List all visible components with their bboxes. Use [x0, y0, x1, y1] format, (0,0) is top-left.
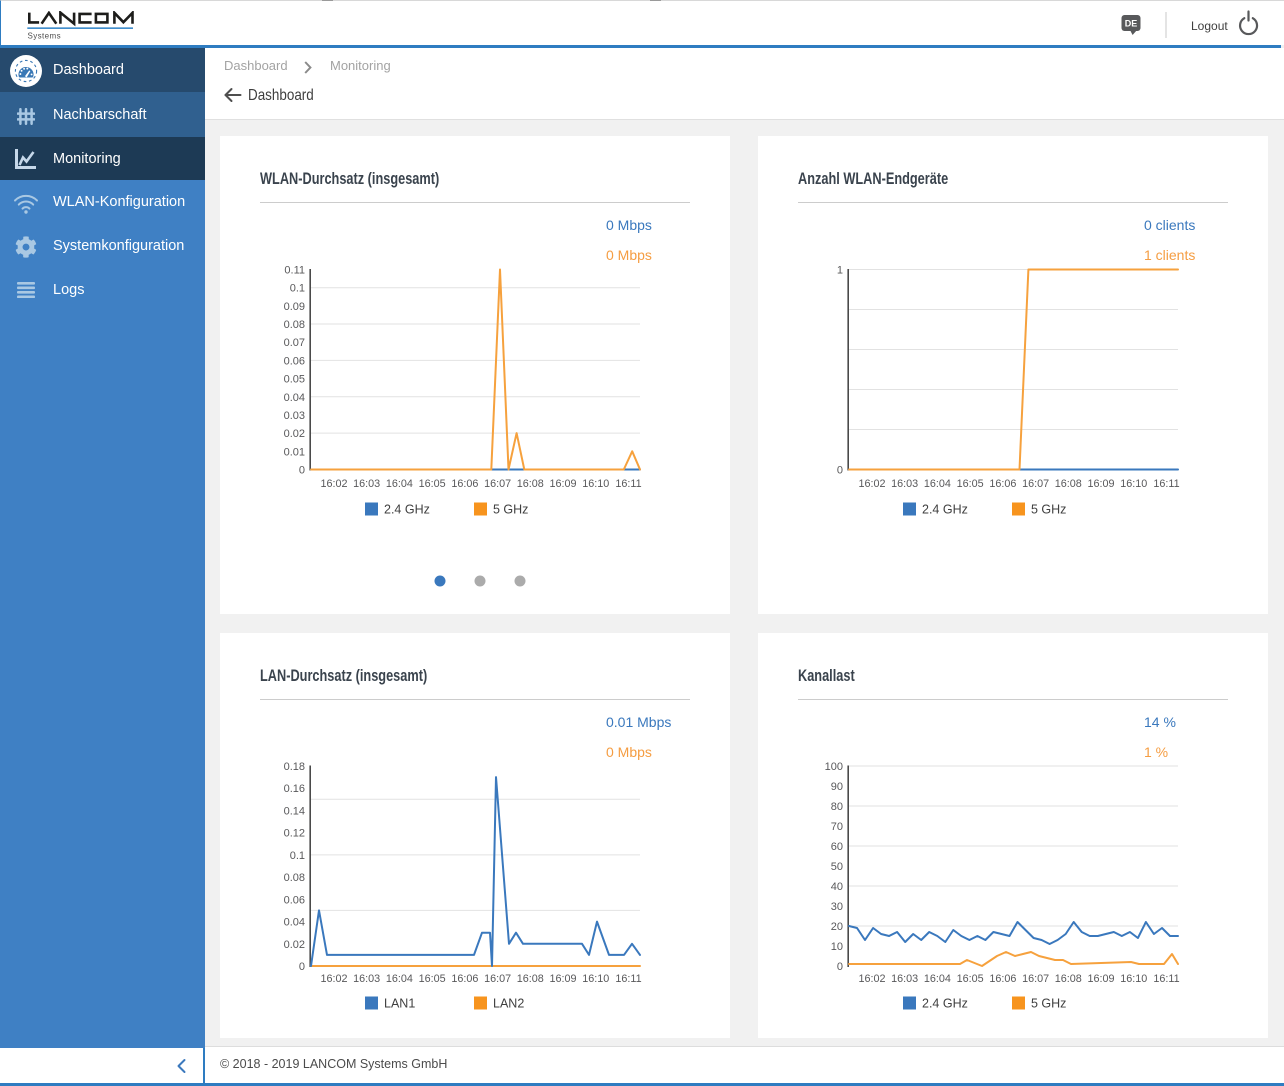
- svg-text:0.05: 0.05: [284, 374, 305, 386]
- svg-text:16:03: 16:03: [891, 973, 918, 985]
- svg-text:16:08: 16:08: [1055, 478, 1082, 490]
- svg-text:16:11: 16:11: [1153, 478, 1179, 490]
- svg-text:0.01: 0.01: [284, 446, 305, 458]
- svg-text:0.1: 0.1: [290, 283, 305, 295]
- svg-text:0.12: 0.12: [284, 828, 305, 840]
- svg-text:0.02: 0.02: [284, 428, 305, 440]
- svg-text:0.08: 0.08: [284, 319, 305, 331]
- svg-text:16:06: 16:06: [451, 973, 478, 985]
- svg-text:10: 10: [831, 941, 843, 953]
- svg-text:16:03: 16:03: [353, 478, 380, 490]
- svg-text:16:02: 16:02: [858, 973, 885, 985]
- svg-text:2.4 GHz: 2.4 GHz: [384, 503, 430, 517]
- svg-text:16:10: 16:10: [582, 973, 609, 985]
- svg-text:DE: DE: [1125, 19, 1138, 29]
- svg-text:16:10: 16:10: [582, 478, 609, 490]
- svg-text:16:09: 16:09: [1087, 973, 1114, 985]
- svg-text:16:05: 16:05: [957, 973, 984, 985]
- svg-text:16:10: 16:10: [1120, 478, 1147, 490]
- svg-text:80: 80: [831, 801, 843, 813]
- svg-text:16:06: 16:06: [989, 478, 1016, 490]
- svg-text:16:02: 16:02: [320, 478, 347, 490]
- svg-text:16:08: 16:08: [517, 478, 544, 490]
- svg-text:0: 0: [299, 465, 305, 477]
- svg-text:0.18: 0.18: [284, 761, 305, 773]
- svg-text:100: 100: [825, 761, 843, 773]
- svg-text:16:10: 16:10: [1120, 973, 1147, 985]
- svg-text:16:11: 16:11: [615, 478, 641, 490]
- svg-text:16:04: 16:04: [386, 478, 413, 490]
- svg-text:0.06: 0.06: [284, 894, 305, 906]
- svg-text:LAN2: LAN2: [493, 997, 524, 1011]
- svg-text:16:05: 16:05: [419, 973, 446, 985]
- svg-text:0.1: 0.1: [290, 850, 305, 862]
- svg-text:90: 90: [831, 781, 843, 793]
- svg-text:16:03: 16:03: [353, 973, 380, 985]
- svg-text:40: 40: [831, 881, 843, 893]
- svg-text:0.02: 0.02: [284, 939, 305, 951]
- svg-text:0.07: 0.07: [284, 337, 305, 349]
- svg-text:16:05: 16:05: [957, 478, 984, 490]
- svg-text:0.09: 0.09: [284, 301, 305, 313]
- svg-text:0.14: 0.14: [284, 805, 305, 817]
- svg-text:16:11: 16:11: [615, 973, 641, 985]
- svg-text:16:11: 16:11: [1153, 973, 1179, 985]
- svg-text:16:03: 16:03: [891, 478, 918, 490]
- svg-text:30: 30: [831, 901, 843, 913]
- svg-text:16:09: 16:09: [1087, 478, 1114, 490]
- svg-text:2.4 GHz: 2.4 GHz: [922, 503, 968, 517]
- svg-text:20: 20: [831, 921, 843, 933]
- svg-text:70: 70: [831, 821, 843, 833]
- svg-text:0: 0: [837, 465, 843, 477]
- svg-text:0.03: 0.03: [284, 410, 305, 422]
- svg-text:50: 50: [831, 861, 843, 873]
- svg-text:0.16: 0.16: [284, 783, 305, 795]
- svg-text:5 GHz: 5 GHz: [1031, 997, 1066, 1011]
- svg-text:2.4 GHz: 2.4 GHz: [922, 997, 968, 1011]
- svg-text:0.04: 0.04: [284, 917, 305, 929]
- svg-text:16:08: 16:08: [517, 973, 544, 985]
- svg-text:16:07: 16:07: [1022, 478, 1049, 490]
- svg-text:16:07: 16:07: [484, 973, 511, 985]
- svg-text:Systems: Systems: [28, 32, 61, 41]
- svg-text:1: 1: [837, 265, 843, 277]
- svg-text:16:08: 16:08: [1055, 973, 1082, 985]
- svg-text:Logout: Logout: [1191, 19, 1228, 33]
- svg-text:0.06: 0.06: [284, 355, 305, 367]
- svg-text:5 GHz: 5 GHz: [1031, 503, 1066, 517]
- svg-text:16:04: 16:04: [386, 973, 413, 985]
- svg-text:0.04: 0.04: [284, 392, 305, 404]
- svg-text:16:05: 16:05: [419, 478, 446, 490]
- svg-text:0: 0: [837, 961, 843, 973]
- svg-text:16:04: 16:04: [924, 478, 951, 490]
- svg-text:5 GHz: 5 GHz: [493, 503, 528, 517]
- svg-text:16:09: 16:09: [549, 478, 576, 490]
- svg-text:16:04: 16:04: [924, 973, 951, 985]
- svg-text:16:06: 16:06: [989, 973, 1016, 985]
- svg-text:16:07: 16:07: [1022, 973, 1049, 985]
- svg-text:0: 0: [299, 961, 305, 973]
- svg-text:0.08: 0.08: [284, 872, 305, 884]
- svg-text:LAN1: LAN1: [384, 997, 415, 1011]
- svg-text:0.11: 0.11: [284, 265, 305, 277]
- svg-text:60: 60: [831, 841, 843, 853]
- svg-text:16:07: 16:07: [484, 478, 511, 490]
- svg-text:16:09: 16:09: [549, 973, 576, 985]
- svg-text:16:06: 16:06: [451, 478, 478, 490]
- svg-text:16:02: 16:02: [320, 973, 347, 985]
- svg-text:16:02: 16:02: [858, 478, 885, 490]
